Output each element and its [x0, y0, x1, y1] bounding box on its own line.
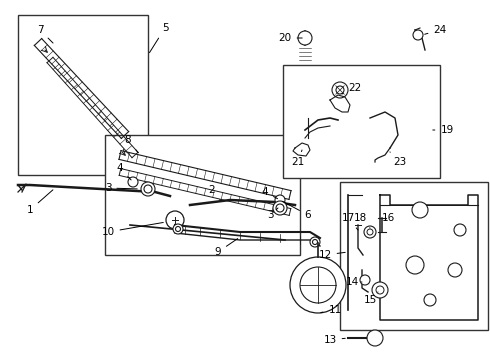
Text: 17: 17	[342, 213, 358, 230]
Circle shape	[313, 239, 318, 244]
Circle shape	[406, 256, 424, 274]
Text: 4: 4	[262, 187, 277, 199]
Text: 8: 8	[124, 135, 138, 153]
Circle shape	[290, 257, 346, 313]
Circle shape	[424, 294, 436, 306]
Bar	[105, 135, 300, 255]
Circle shape	[166, 211, 184, 229]
Circle shape	[448, 263, 462, 277]
Circle shape	[412, 202, 428, 218]
Circle shape	[367, 229, 373, 235]
Circle shape	[360, 275, 370, 285]
Text: 4: 4	[117, 163, 131, 180]
Circle shape	[298, 31, 312, 45]
Text: 24: 24	[425, 25, 446, 35]
Text: 9: 9	[215, 239, 238, 257]
Text: 2: 2	[209, 185, 220, 200]
Text: 12: 12	[318, 250, 345, 260]
Text: 15: 15	[364, 292, 378, 305]
Text: 14: 14	[345, 277, 362, 287]
Text: 10: 10	[101, 222, 163, 237]
Circle shape	[372, 282, 388, 298]
Text: 22: 22	[342, 83, 362, 94]
Circle shape	[175, 226, 180, 231]
Circle shape	[173, 224, 183, 234]
Circle shape	[275, 195, 285, 205]
Text: 20: 20	[278, 33, 302, 43]
Text: 21: 21	[292, 150, 305, 167]
Text: 19: 19	[433, 125, 454, 135]
Text: 18: 18	[353, 213, 370, 228]
Bar	[340, 182, 488, 330]
Circle shape	[141, 182, 155, 196]
Circle shape	[144, 185, 152, 193]
Circle shape	[454, 224, 466, 236]
Bar	[283, 65, 440, 178]
Circle shape	[367, 330, 383, 346]
Circle shape	[413, 30, 423, 40]
Text: 5: 5	[149, 23, 168, 53]
Text: 13: 13	[323, 335, 345, 345]
Text: 23: 23	[390, 152, 407, 167]
Circle shape	[276, 204, 284, 212]
Circle shape	[364, 226, 376, 238]
Circle shape	[300, 267, 336, 303]
Text: 1: 1	[26, 190, 53, 215]
Circle shape	[128, 177, 138, 187]
Bar	[18, 15, 148, 175]
Text: 6: 6	[282, 201, 311, 220]
Text: 3: 3	[267, 208, 278, 220]
Text: 16: 16	[381, 213, 394, 223]
Circle shape	[273, 201, 287, 215]
Circle shape	[336, 86, 344, 94]
Circle shape	[332, 82, 348, 98]
Text: 3: 3	[105, 183, 137, 193]
Text: 7: 7	[37, 25, 53, 43]
Text: 11: 11	[321, 305, 342, 315]
Circle shape	[310, 237, 320, 247]
Circle shape	[376, 286, 384, 294]
